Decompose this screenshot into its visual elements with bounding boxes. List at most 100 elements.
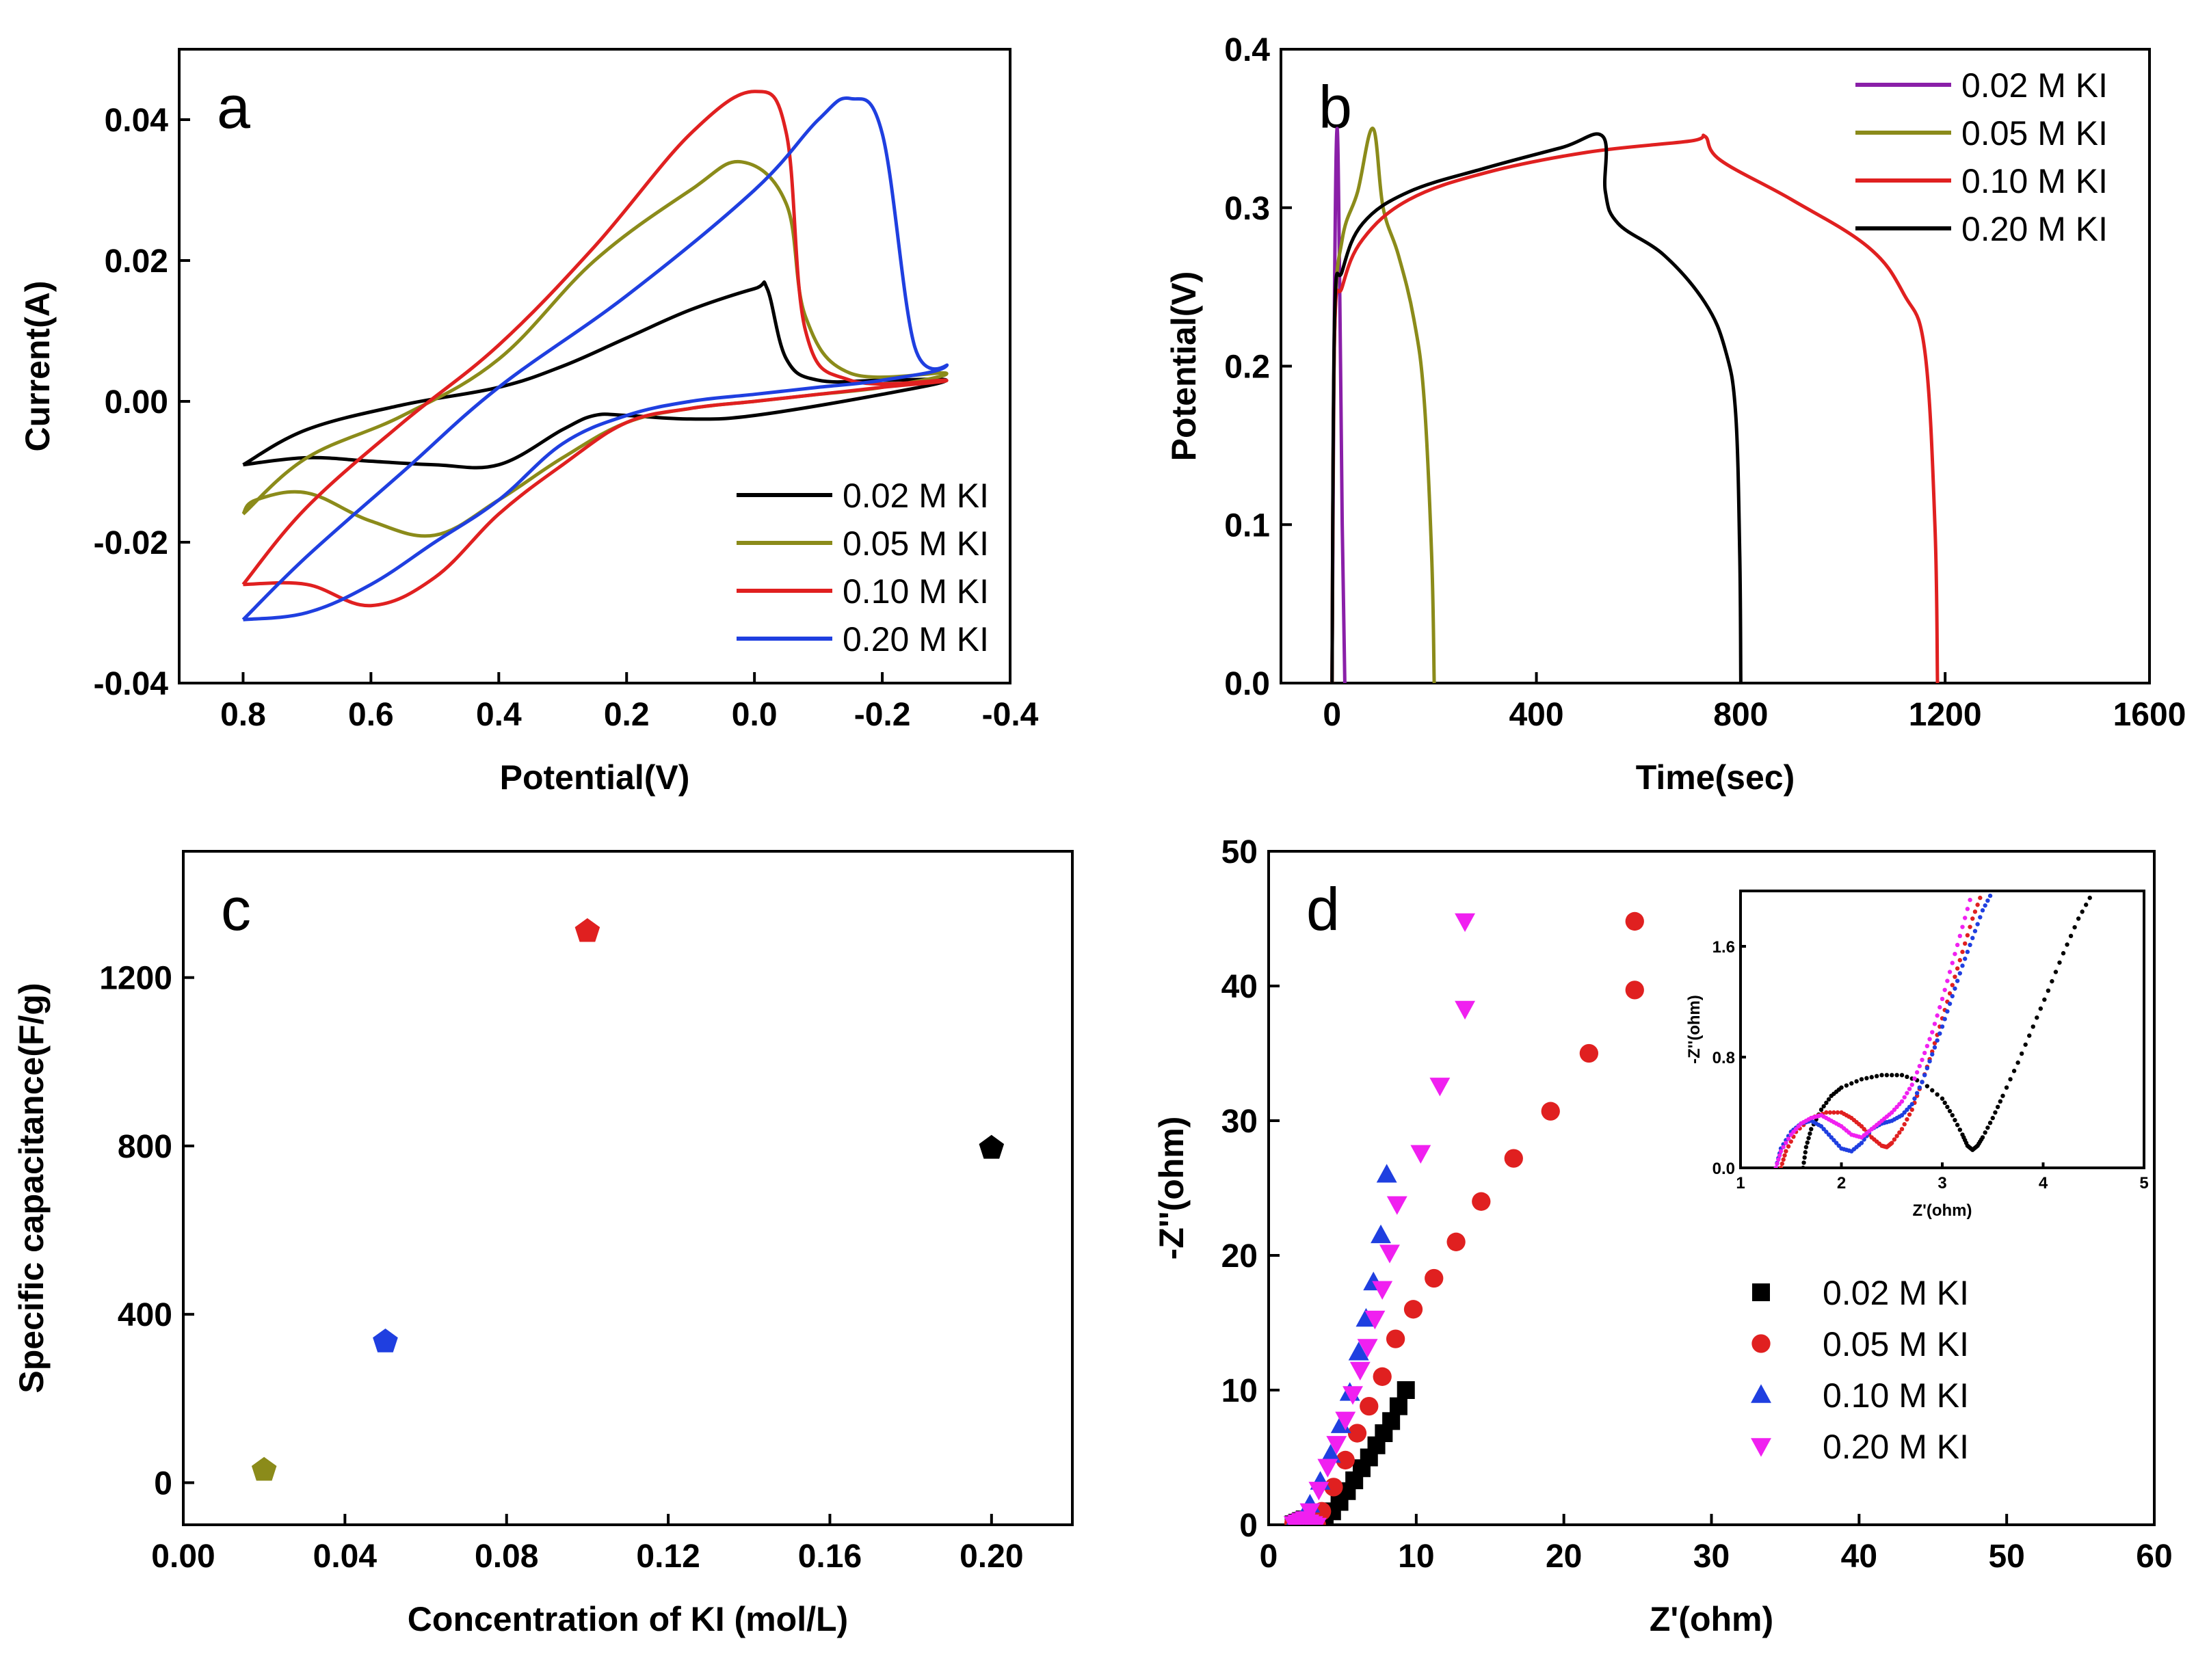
inset-point: [1993, 1110, 1998, 1115]
inset-point: [1778, 1165, 1784, 1168]
inset-point: [1953, 974, 1957, 979]
inset-point: [1932, 1041, 1937, 1045]
inset-point: [2053, 970, 2059, 974]
x-axis-title: Potential(V): [500, 758, 690, 797]
inset-point: [1778, 1149, 1784, 1154]
inset-point: [1947, 1001, 1953, 1006]
inset-point: [2065, 942, 2069, 947]
panel-letter: d: [1306, 875, 1340, 943]
x-tick-label: 400: [1509, 697, 1563, 733]
inset-point: [1924, 1043, 1930, 1049]
inset-point: [1983, 1130, 1987, 1135]
inset-point: [1890, 1141, 1894, 1145]
inset-point: [2015, 1060, 2020, 1065]
inset-point: [1834, 1141, 1839, 1145]
data-point: [1382, 1412, 1401, 1430]
inset-point: [1917, 1063, 1922, 1069]
data-point: [1335, 1411, 1356, 1430]
inset-point: [1953, 951, 1957, 957]
inset-point: [1957, 958, 1963, 963]
x-tick-label: -0.4: [982, 697, 1039, 733]
inset-point: [1907, 1086, 1912, 1091]
inset-point: [1927, 1037, 1932, 1041]
inset-point: [1922, 1050, 1927, 1056]
legend-label: 0.10 M KI: [843, 572, 989, 611]
x-tick-label: 1: [1736, 1174, 1745, 1192]
inset-point: [1899, 1127, 1905, 1132]
inset-point: [2068, 933, 2074, 939]
inset-point: [1950, 961, 1955, 965]
x-tick-label: 30: [1693, 1538, 1730, 1575]
x-tick-label: 0.4: [476, 697, 522, 733]
data-point: [1541, 1102, 1560, 1121]
inset-point: [1897, 1102, 1902, 1107]
inset-point: [1953, 986, 1957, 991]
y-tick-label: 0.2: [1224, 349, 1270, 386]
x-axis-title: Time(sec): [1636, 758, 1795, 797]
inset-point: [1894, 1073, 1899, 1078]
inset-point: [1962, 916, 1968, 920]
inset-point: [1924, 1084, 1930, 1089]
inset-point: [1909, 1102, 1914, 1107]
legend-label: 0.02 M KI: [1823, 1274, 1969, 1312]
series-line-0-05-M-KI: [241, 159, 949, 538]
panel-letter: c: [221, 875, 251, 943]
y-tick-label: 50: [1221, 834, 1258, 870]
inset-point: [1945, 978, 1950, 983]
inset-point: [1995, 1104, 2000, 1110]
data-point: [1751, 1438, 1771, 1457]
legend-label: 0.20 M KI: [1823, 1428, 1969, 1466]
y-tick-label: 0: [1239, 1508, 1258, 1544]
inset-point: [1968, 942, 1972, 948]
x-tick-label: 20: [1546, 1538, 1582, 1575]
data-point: [1751, 1384, 1771, 1403]
data-point: [1455, 913, 1476, 933]
inset-point: [1775, 1161, 1780, 1166]
data-point: [1357, 1339, 1378, 1358]
inset-point: [1905, 1091, 1909, 1095]
inset-point: [1937, 1031, 1942, 1036]
inset-point: [1874, 1074, 1879, 1079]
inset-point: [2072, 924, 2077, 930]
inset-point: [1980, 908, 1985, 913]
inset-point: [1978, 895, 1983, 901]
inset-point: [2000, 1093, 2005, 1098]
y-tick-label: 1.6: [1712, 938, 1735, 957]
inset-point: [2031, 1024, 2035, 1029]
inset-point: [1972, 929, 1978, 933]
y-tick-label: 0.3: [1224, 191, 1270, 227]
inset-y-axis-title: -Z''(ohm): [1685, 995, 1704, 1064]
data-point: [1324, 1478, 1343, 1497]
inset-point: [1899, 1112, 1905, 1118]
inset-point: [2061, 950, 2066, 956]
x-tick-label: 0.00: [151, 1538, 215, 1575]
inset-point: [1902, 1122, 1907, 1127]
inset-point: [1788, 1139, 1793, 1144]
x-tick-label: 0.04: [313, 1538, 378, 1575]
inset-x-axis-title: Z'(ohm): [1912, 1201, 1972, 1220]
legend-label: 0.20 M KI: [1961, 210, 2108, 248]
data-point: [1373, 1367, 1392, 1386]
x-tick-label: 2: [1837, 1174, 1846, 1192]
y-tick-label: 20: [1221, 1238, 1258, 1275]
x-tick-label: 3: [1937, 1174, 1946, 1192]
inset-point: [1968, 897, 1972, 903]
inset-point: [2080, 909, 2085, 914]
inset-point: [1962, 941, 1968, 946]
inset-point: [1809, 1127, 1814, 1132]
inset-point: [1912, 1096, 1917, 1101]
inset-point: [1784, 1141, 1788, 1145]
inset-point: [1864, 1076, 1869, 1081]
inset-points: [1773, 893, 2092, 1168]
x-tick-label: 0.0: [732, 697, 778, 733]
inset-point: [1784, 1149, 1788, 1154]
x-tick-label: 0.08: [475, 1538, 538, 1575]
data-point: [1372, 1281, 1393, 1300]
inset-point: [1950, 1112, 1955, 1118]
data-point: [1317, 1458, 1338, 1478]
y-tick-label: 0.0: [1712, 1160, 1735, 1178]
data-point: [1752, 1283, 1770, 1301]
panel-a: 0.8 0.6 0.4 0.2 0.0 -0.2 -0.4 -0.04 -0.02 0.00 0.0…: [18, 48, 1039, 797]
inset-point: [1836, 1143, 1842, 1148]
series-line-0-02-M-KI: [242, 280, 949, 470]
